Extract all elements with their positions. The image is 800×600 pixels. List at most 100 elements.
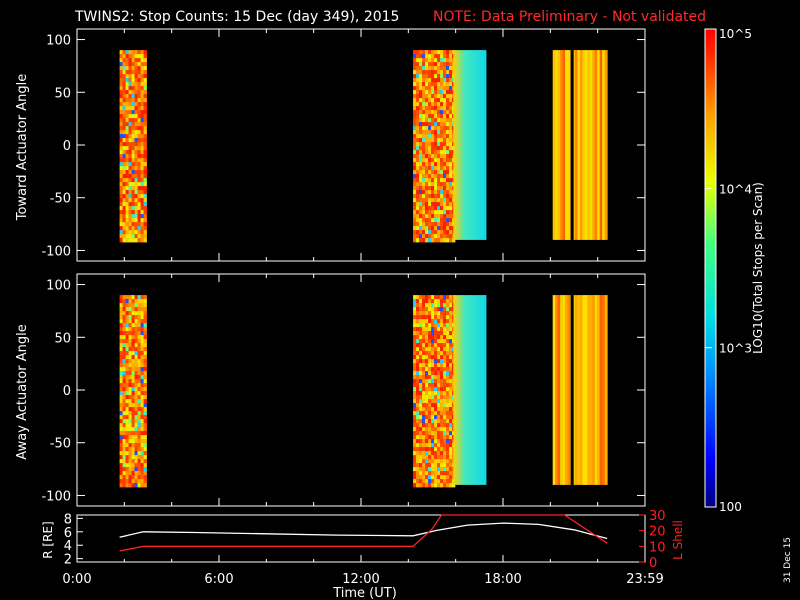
heat-column: [552, 295, 556, 485]
heat-cell: [443, 190, 447, 195]
heat-cell: [125, 114, 129, 119]
heat-cell: [419, 170, 423, 175]
heat-cell: [413, 435, 417, 440]
orbit-right-axis-label: L Shell: [671, 520, 685, 560]
heat-cell: [134, 391, 138, 396]
chart-title: TWINS2: Stop Counts: 15 Dec (day 349), 2…: [74, 9, 399, 25]
heat-cell: [437, 299, 441, 304]
y-tick-label: -50: [50, 192, 71, 207]
heat-cell: [446, 427, 450, 432]
heat-cell: [431, 399, 435, 404]
heat-cell: [125, 238, 129, 243]
heat-cell: [443, 359, 447, 364]
heat-cell: [425, 475, 429, 480]
heat-cell: [137, 146, 141, 151]
heat-cell: [428, 323, 432, 328]
heat-cell: [431, 62, 435, 67]
heat-cell: [131, 459, 135, 464]
heat-cell: [419, 194, 423, 199]
heat-cell: [122, 367, 126, 372]
heat-cell: [143, 170, 147, 175]
heat-cell: [416, 367, 420, 372]
heat-cell: [428, 78, 432, 83]
heat-cell: [434, 371, 438, 376]
heat-cell: [140, 58, 144, 63]
heat-cell: [128, 387, 132, 392]
heat-cell: [119, 186, 123, 191]
heat-cell: [428, 102, 432, 107]
heat-cell: [125, 379, 129, 384]
heat-cell: [443, 447, 447, 452]
heat-cell: [419, 130, 423, 135]
heat-cell: [119, 238, 123, 243]
heat-cell: [422, 375, 426, 380]
heat-cell: [434, 471, 438, 476]
heat-cell: [140, 118, 144, 123]
orbit-right-tick-label: 20: [649, 525, 666, 540]
heat-cell: [137, 483, 141, 488]
heat-cell: [128, 347, 132, 352]
heat-cell: [440, 455, 444, 460]
heat-cell: [443, 327, 447, 332]
heat-cell: [440, 399, 444, 404]
heat-cell: [437, 363, 441, 368]
heat-cell: [131, 423, 135, 428]
heat-cell: [119, 170, 123, 175]
heat-cell: [419, 94, 423, 99]
heat-cell: [425, 70, 429, 75]
heat-cell: [413, 463, 417, 468]
heat-column: [594, 295, 598, 485]
heat-cell: [140, 198, 144, 203]
heat-cell: [131, 375, 135, 380]
heat-cell: [434, 206, 438, 211]
heat-cell: [422, 102, 426, 107]
heat-cell: [431, 218, 435, 223]
heat-cell: [422, 206, 426, 211]
heat-cell: [416, 327, 420, 332]
heat-cell: [413, 391, 417, 396]
heat-cell: [443, 395, 447, 400]
heat-cell: [131, 411, 135, 416]
heat-cell: [449, 359, 453, 364]
heat-cell: [413, 190, 417, 195]
heat-cell: [434, 359, 438, 364]
heat-cell: [443, 471, 447, 476]
heat-cell: [122, 459, 126, 464]
heat-cell: [431, 182, 435, 187]
heat-cell: [446, 363, 450, 368]
heat-cell: [443, 182, 447, 187]
heat-cell: [143, 387, 147, 392]
heat-cell: [434, 190, 438, 195]
heat-cell: [413, 427, 417, 432]
heat-cell: [140, 335, 144, 340]
heat-cell: [416, 114, 420, 119]
heat-cell: [413, 74, 417, 79]
heat-cell: [125, 230, 129, 235]
heat-cell: [119, 483, 123, 488]
heat-cell: [431, 467, 435, 472]
heat-cell: [425, 483, 429, 488]
heat-cell: [419, 323, 423, 328]
heat-cell: [134, 459, 138, 464]
heat-cell: [134, 50, 138, 55]
heat-cell: [128, 395, 132, 400]
heat-cell: [143, 78, 147, 83]
heat-cell: [440, 58, 444, 63]
heat-cell: [413, 415, 417, 420]
heat-cell: [425, 303, 429, 308]
heat-cell: [440, 375, 444, 380]
heat-cell: [446, 106, 450, 111]
heat-cell: [422, 142, 426, 147]
heat-cell: [125, 118, 129, 123]
heat-cell: [434, 154, 438, 159]
heat-cell: [134, 311, 138, 316]
heat-cell: [422, 82, 426, 87]
heat-cell: [122, 238, 126, 243]
heat-cell: [119, 162, 123, 167]
heat-cell: [143, 182, 147, 187]
heat-cell: [128, 82, 132, 87]
heat-cell: [140, 62, 144, 67]
heat-cell: [425, 479, 429, 484]
heat-cell: [446, 479, 450, 484]
heat-cell: [437, 142, 441, 147]
